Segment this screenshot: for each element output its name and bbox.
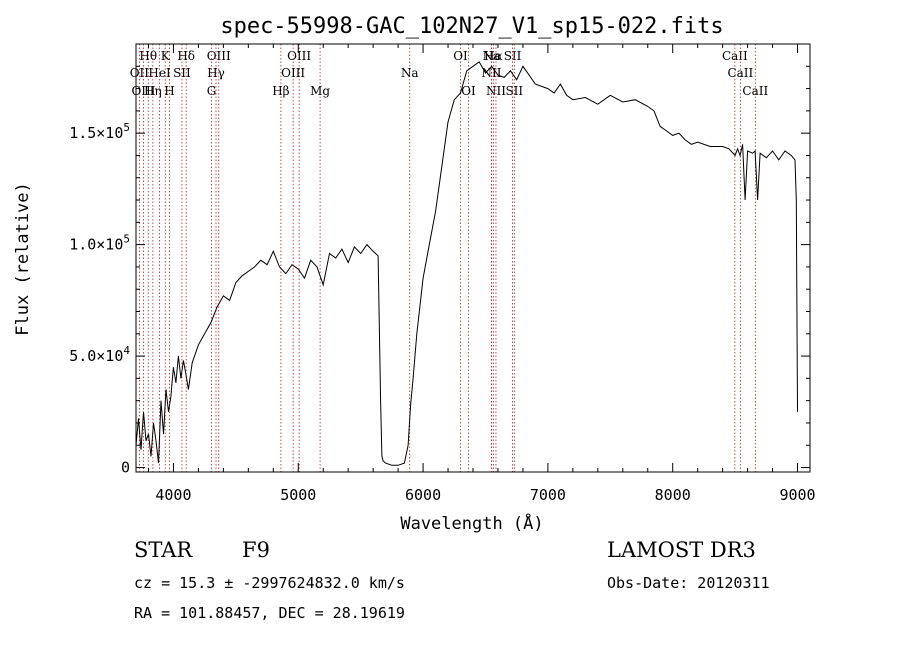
spectral-line-markers: Hθ OII OIII K HeI Hη SII H Hδ OIII Hγ G Hβ OIII OIII Mg… [130,44,768,472]
spectral-line-label: OIII [287,49,311,63]
spectral-line-label: Hη [144,84,162,98]
y-tick-label: 0 [121,459,130,477]
spectral-line-label: OI [453,49,468,63]
spectral-line-label: SII [173,66,191,80]
y-tick-label: 5.0×104 [69,344,130,365]
spectral-line-label: OII [130,66,150,80]
object-class: STAR [134,538,193,562]
observation-date: Obs-Date: 20120311 [607,574,770,592]
spectral-line-label: HeI [148,66,171,80]
spectral-line-label: Hδ [177,49,195,63]
chart-title: spec-55998-GAC_102N27_V1_sp15-022.fits [220,14,723,39]
spectral-line-label: CaII [722,49,748,63]
x-tick-label: 4000 [155,486,191,504]
redshift-value: cz = 15.3 ± -2997624832.0 km/s [134,574,405,592]
spectral-line-label: Hα [484,49,503,63]
object-subclass: F9 [242,538,270,562]
y-tick-label: 1.0×105 [69,233,130,254]
spectral-line-label: NII [486,84,506,98]
coordinates: RA = 101.88457, DEC = 28.19619 [134,604,405,622]
x-tick-label: 6000 [405,486,441,504]
spectrum-line [135,61,798,466]
spectral-line-label: NII [481,66,501,80]
spectral-line-label: OIII [281,66,305,80]
spectral-line-label: K [161,49,171,63]
spectral-line-label: CaII [727,66,753,80]
spectral-line-label: CaII [742,84,768,98]
x-tick-label: 7000 [530,486,566,504]
spectral-line-label: Na [401,66,419,80]
y-axis-label: Flux (relative) [13,182,33,336]
spectral-line-label: Hγ [207,66,225,80]
survey-name: LAMOST DR3 [607,538,756,562]
spectral-line-label: G [207,84,217,98]
spectral-line-label: SII [504,49,522,63]
spectral-line-label: H [164,84,174,98]
x-axis: 4000 5000 6000 7000 8000 9000 [147,44,816,504]
spectral-line-label: Hθ [139,49,157,63]
x-axis-label: Wavelength (Å) [400,512,543,534]
y-tick-label: 1.5×105 [69,121,130,142]
spectral-line-label: OIII [131,84,155,98]
x-tick-label: 9000 [779,486,815,504]
spectral-line-label: Mg [310,84,330,98]
x-tick-label: 5000 [280,486,316,504]
x-tick-label: 8000 [655,486,691,504]
y-axis: 0 5.0×104 1.0×105 1.5×105 [69,65,810,477]
spectral-line-label: Hβ [272,84,289,98]
spectral-line-label: SII [505,84,523,98]
spectral-line-label: OIII [207,49,231,63]
spectral-line-label: OI [461,84,476,98]
plot-frame [135,43,811,473]
